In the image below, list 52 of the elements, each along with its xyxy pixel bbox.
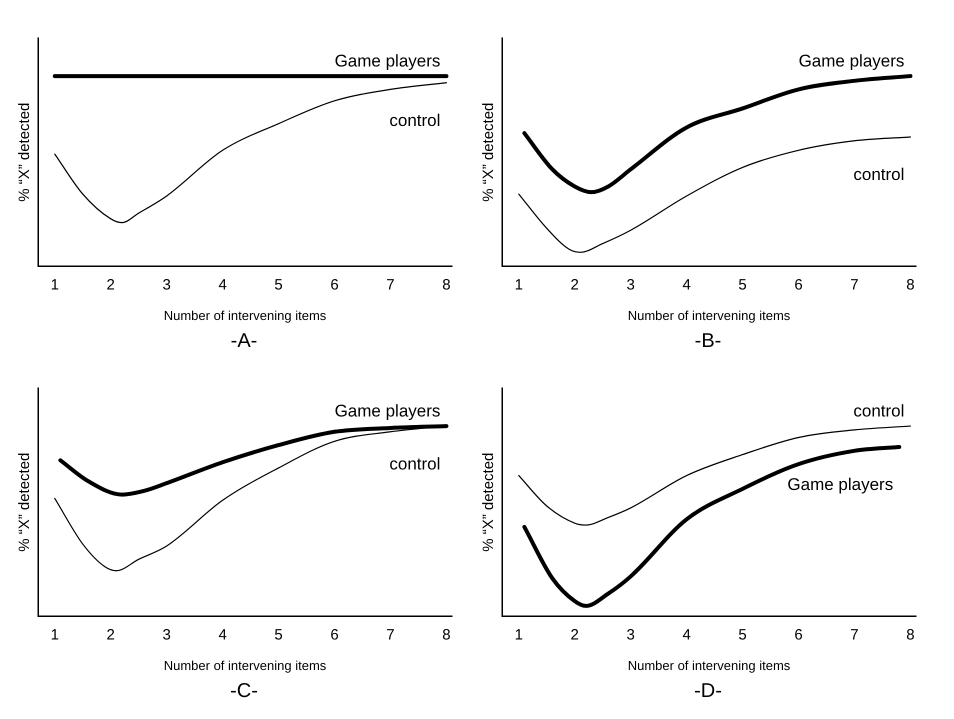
y-axis-title: % “X” detected	[480, 452, 498, 552]
x-tick-label: 4	[218, 626, 227, 644]
text: -A-	[230, 330, 258, 353]
series-label: control	[853, 401, 904, 420]
x-tick-label: 6	[794, 626, 803, 644]
x-tick-label: 1	[50, 626, 59, 644]
y-axis-title: % “X” detected	[16, 102, 34, 202]
series-label: control	[853, 165, 904, 184]
x-tick-label: 5	[738, 276, 747, 294]
x-tick-label: 3	[626, 276, 635, 294]
text: -C-	[229, 680, 259, 703]
x-tick-label: 8	[906, 276, 915, 294]
x-tick-label: 6	[330, 276, 339, 294]
y-axis-title: % “X” detected	[16, 452, 34, 552]
x-tick-label: 3	[626, 626, 635, 644]
x-tick-label: 1	[514, 276, 523, 294]
x-axis-title: Number of intervening items	[628, 308, 791, 323]
x-tick-label: 2	[106, 626, 115, 644]
x-tick-label: 6	[794, 276, 803, 294]
series-label: Game players	[787, 475, 894, 494]
y-axis-title: % “X” detected	[480, 102, 498, 202]
x-tick-label: 8	[906, 626, 915, 644]
text: -B-	[694, 330, 722, 353]
x-tick-label: 8	[442, 626, 451, 644]
series-label: Game players	[798, 51, 904, 70]
x-axis-title: Number of intervening items	[164, 308, 327, 323]
x-axis-title: Number of intervening items	[628, 658, 791, 673]
x-tick-label: 4	[682, 276, 691, 294]
text: -D-	[693, 680, 723, 703]
x-tick-label: 5	[274, 626, 283, 644]
x-tick-label: 1	[50, 276, 59, 294]
x-tick-label: 2	[106, 276, 115, 294]
x-tick-label: 3	[162, 276, 171, 294]
x-tick-label: 7	[386, 276, 395, 294]
series-label: control	[389, 110, 440, 130]
x-tick-label: 8	[442, 276, 451, 294]
x-tick-label: 4	[682, 626, 691, 644]
x-tick-label: 6	[330, 626, 339, 644]
x-tick-label: 7	[850, 626, 859, 644]
x-tick-label: 2	[570, 276, 579, 294]
x-tick-label: 3	[162, 626, 171, 644]
series-label: Game players	[334, 401, 440, 420]
x-tick-label: 5	[738, 626, 747, 644]
x-tick-label: 5	[274, 276, 283, 294]
x-tick-label: 7	[386, 626, 395, 644]
series-label: control	[389, 454, 440, 474]
x-axis-title: Number of intervening items	[164, 658, 327, 673]
x-tick-label: 2	[570, 626, 579, 644]
series-label: Game players	[334, 51, 440, 70]
x-tick-label: 7	[850, 276, 859, 294]
x-tick-label: 1	[514, 626, 523, 644]
x-tick-label: 4	[218, 276, 227, 294]
